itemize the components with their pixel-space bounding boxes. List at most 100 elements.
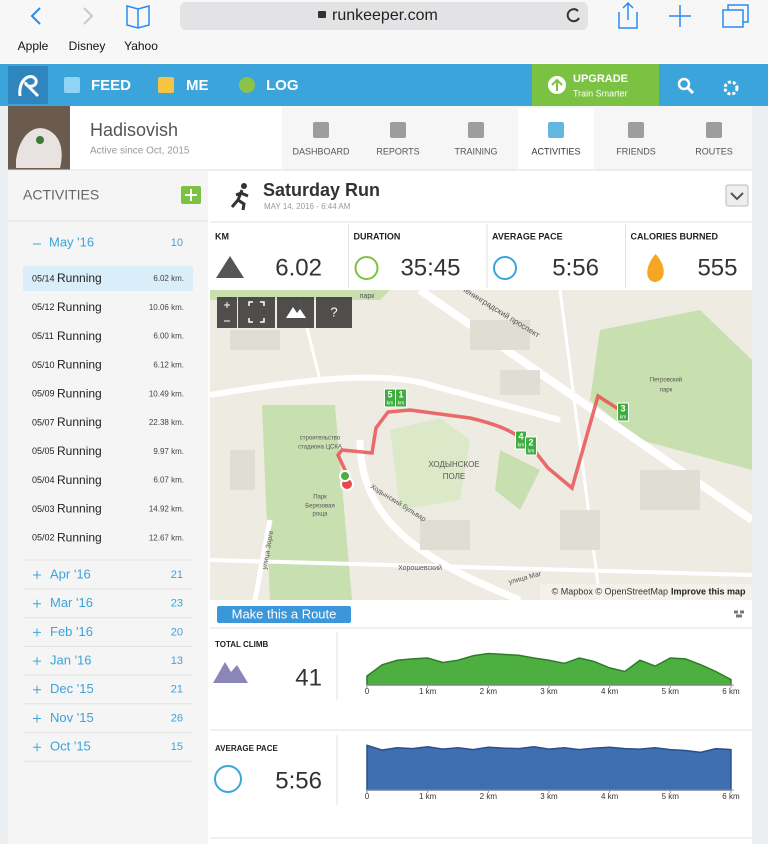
make-route-label[interactable]: Make this a Route <box>232 606 337 621</box>
month-count: 13 <box>171 655 183 667</box>
lock-icon <box>318 11 326 18</box>
km-marker-number: 2 <box>528 437 533 447</box>
activity-date[interactable]: 05/07 <box>32 417 55 427</box>
month-count: 20 <box>171 626 183 638</box>
activity-date[interactable]: 05/04 <box>32 475 55 485</box>
km-marker-number: 1 <box>398 389 403 399</box>
nav-item[interactable]: ME <box>186 77 209 94</box>
map-label: строительство <box>300 436 341 442</box>
map-building <box>640 470 700 510</box>
tab[interactable]: FRIENDS <box>616 146 656 156</box>
km-marker-number: 5 <box>387 389 392 399</box>
activity-date: MAY 14, 2016 - 6:44 AM <box>264 202 351 211</box>
month-label[interactable]: May '16 <box>49 234 94 249</box>
activity-type[interactable]: Running <box>57 444 102 458</box>
map-building <box>230 450 255 490</box>
activity-date[interactable]: 05/10 <box>32 360 55 370</box>
expand-icon <box>33 628 41 637</box>
tab[interactable]: DASHBOARD <box>292 146 350 156</box>
x-tick-label: 6 km <box>722 792 740 801</box>
activity-date[interactable]: 05/11 <box>32 331 54 341</box>
map-park <box>390 418 470 510</box>
help-button <box>316 297 352 328</box>
nav-item[interactable]: FEED <box>91 77 131 94</box>
tab[interactable]: REPORTS <box>376 146 419 156</box>
sidebar-title: ACTIVITIES <box>23 187 99 203</box>
climb-icon <box>213 662 248 683</box>
month-count: 21 <box>171 684 183 696</box>
settings-button <box>723 80 739 96</box>
activity-date[interactable]: 05/12 <box>32 302 55 312</box>
map-label: ХОДЫНСКОЕ <box>428 460 479 469</box>
month-count: 21 <box>171 569 183 581</box>
fullscreen-icon <box>248 301 265 323</box>
month-label[interactable]: Jan '16 <box>50 653 92 668</box>
activity-type[interactable]: Running <box>57 473 102 487</box>
reload-button <box>566 8 580 23</box>
month-label[interactable]: Mar '16 <box>50 595 93 610</box>
activity-type[interactable]: Running <box>57 329 102 343</box>
tab-icon <box>390 122 406 138</box>
menu-button <box>725 184 749 207</box>
chart-label: AVERAGE PACE <box>215 744 278 753</box>
pace-icon <box>214 765 242 793</box>
chart-value: 41 <box>295 664 322 691</box>
tab-icon <box>706 122 722 138</box>
stat-label: AVERAGE PACE <box>492 231 563 241</box>
tab[interactable]: TRAINING <box>454 146 497 156</box>
stat-icon <box>493 256 517 280</box>
activity-type[interactable]: Running <box>57 300 102 314</box>
help-label[interactable]: ? <box>330 304 337 319</box>
x-tick-label: 3 km <box>540 687 558 696</box>
activity-type[interactable]: Running <box>57 358 102 372</box>
feed-icon <box>64 77 80 93</box>
bookmark[interactable]: Yahoo <box>124 39 158 53</box>
month-label[interactable]: Feb '16 <box>50 624 93 639</box>
month-label[interactable]: Oct '15 <box>50 739 91 754</box>
bookmark[interactable]: Apple <box>18 39 49 53</box>
search-button <box>677 77 691 91</box>
bookmark[interactable]: Disney <box>69 39 106 53</box>
improve-map-link[interactable]: Improve this map <box>671 586 746 596</box>
activity-type[interactable]: Running <box>57 530 102 544</box>
activity-distance: 12.67 km. <box>149 533 184 542</box>
x-tick-label: 1 km <box>419 792 437 801</box>
activity-distance: 6.02 km. <box>153 274 184 283</box>
map-label: парк <box>360 293 376 300</box>
activity-type[interactable]: Running <box>57 386 102 400</box>
tab[interactable]: ACTIVITIES <box>531 146 580 156</box>
tab-bar <box>282 106 752 170</box>
x-tick-label: 2 km <box>480 792 498 801</box>
avatar-eye <box>36 136 44 144</box>
month-label[interactable]: Nov '15 <box>50 710 94 725</box>
map-label: стадиона ЦСКА <box>298 445 342 451</box>
active-tab <box>518 108 594 170</box>
km-marker-unit: km <box>398 400 405 406</box>
activity-type[interactable]: Running <box>57 502 102 516</box>
upgrade-label[interactable]: UPGRADE <box>573 73 628 85</box>
tab-icon <box>313 122 329 138</box>
activity-distance: 10.49 km. <box>149 389 184 398</box>
month-label[interactable]: Dec '15 <box>50 681 94 696</box>
x-tick-label: 5 km <box>662 792 680 801</box>
activity-type[interactable]: Running <box>57 271 102 285</box>
tab[interactable]: ROUTES <box>695 146 733 156</box>
activity-date[interactable]: 05/09 <box>32 389 55 399</box>
month-label[interactable]: Apr '16 <box>50 566 91 581</box>
activity-date[interactable]: 05/03 <box>32 504 55 514</box>
stat-icon <box>354 256 379 280</box>
nav-item[interactable]: LOG <box>266 77 299 94</box>
km-marker <box>525 436 537 456</box>
profile-area <box>366 652 732 686</box>
activity-date[interactable]: 05/02 <box>32 533 55 543</box>
activity-date[interactable]: 05/14 <box>32 273 55 283</box>
profile-name: Hadisovish <box>90 120 178 140</box>
activity-date[interactable]: 05/05 <box>32 446 55 456</box>
activity-type[interactable]: Running <box>57 415 102 429</box>
url-text: runkeeper.com <box>332 7 438 24</box>
x-tick-label: 0 <box>365 687 370 696</box>
km-marker <box>617 402 629 422</box>
activity-distance: 14.92 km. <box>149 505 184 514</box>
x-tick-label: 4 km <box>601 792 619 801</box>
avatar-face <box>16 128 62 168</box>
